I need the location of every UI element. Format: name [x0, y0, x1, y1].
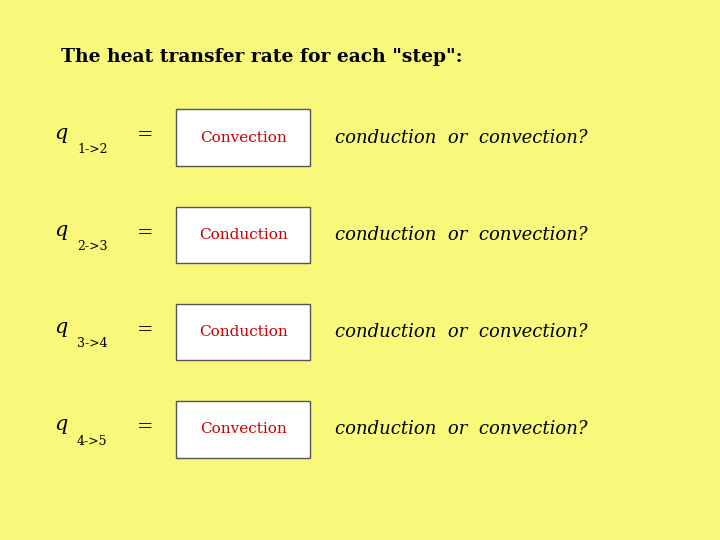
Text: 2->3: 2->3	[77, 240, 107, 253]
Text: Conduction: Conduction	[199, 325, 287, 339]
Text: =: =	[137, 418, 153, 436]
Text: conduction  or  convection?: conduction or convection?	[335, 226, 588, 244]
Text: =: =	[137, 321, 153, 339]
FancyBboxPatch shape	[176, 206, 310, 263]
Text: Convection: Convection	[199, 131, 287, 145]
Text: Conduction: Conduction	[199, 228, 287, 242]
Text: Convection: Convection	[199, 422, 287, 436]
Text: q: q	[54, 415, 68, 435]
Text: 1->2: 1->2	[77, 143, 107, 156]
Text: The heat transfer rate for each "step":: The heat transfer rate for each "step":	[61, 48, 463, 66]
Text: conduction  or  convection?: conduction or convection?	[335, 420, 588, 438]
Text: 4->5: 4->5	[77, 435, 107, 448]
Text: conduction  or  convection?: conduction or convection?	[335, 129, 588, 147]
Text: 3->4: 3->4	[77, 338, 108, 350]
FancyBboxPatch shape	[176, 109, 310, 166]
Text: q: q	[54, 124, 68, 143]
Text: q: q	[54, 221, 68, 240]
Text: q: q	[54, 318, 68, 338]
FancyBboxPatch shape	[176, 303, 310, 361]
Text: conduction  or  convection?: conduction or convection?	[335, 323, 588, 341]
Text: =: =	[137, 224, 153, 242]
FancyBboxPatch shape	[176, 401, 310, 458]
Text: =: =	[137, 126, 153, 145]
